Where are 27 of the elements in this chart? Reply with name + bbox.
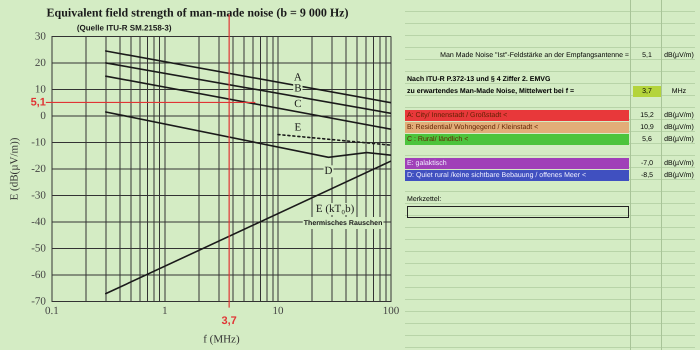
y-tick-label: -20 bbox=[31, 162, 46, 175]
ref-line-label: 5,1 bbox=[30, 96, 46, 108]
chart-subtitle: (Quelle ITU-R SM.2158-3) bbox=[76, 24, 172, 33]
series-label: E bbox=[294, 121, 302, 134]
series-label: C bbox=[294, 98, 302, 110]
x-axis-title: f (MHz) bbox=[203, 333, 240, 346]
x-tick-label: 1 bbox=[162, 305, 168, 318]
y-tick-label: 30 bbox=[34, 30, 46, 42]
y-axis-title: E (dB(µV/m)) bbox=[8, 137, 20, 200]
y-tick-label: 10 bbox=[34, 83, 46, 96]
x-tick-label: 10 bbox=[272, 305, 284, 318]
series-label: D bbox=[324, 165, 333, 178]
y-tick-label: -70 bbox=[31, 295, 46, 308]
series-label: B bbox=[294, 82, 302, 95]
series-label: A bbox=[294, 72, 302, 84]
y-tick-label: -10 bbox=[31, 136, 46, 148]
x-tick-label: 100 bbox=[382, 305, 400, 318]
y-tick-label: -50 bbox=[31, 242, 46, 254]
ref-line-label: 3,7 bbox=[221, 315, 237, 328]
y-tick-label: -30 bbox=[31, 189, 46, 202]
x-tick-label: 0.1 bbox=[44, 305, 59, 318]
chart-title: Equivalent field strength of man-made noise (b = 9 000 Hz) bbox=[46, 5, 348, 20]
y-tick-label: 0 bbox=[40, 110, 46, 122]
series-label: E (kT₀b) bbox=[316, 202, 355, 215]
y-tick-label: -40 bbox=[31, 216, 46, 228]
y-tick-label: 20 bbox=[34, 56, 46, 69]
y-tick-label: -60 bbox=[31, 268, 46, 281]
